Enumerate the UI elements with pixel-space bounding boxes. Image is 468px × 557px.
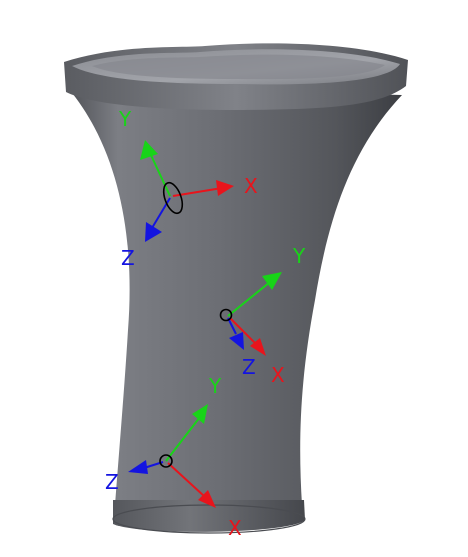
coordinate-frame-2[interactable]: X Y Z: [219, 244, 307, 387]
frame-2-z-axis: [227, 317, 237, 335]
frame-2-y-arrowhead: [262, 272, 282, 290]
coordinate-frame-3[interactable]: X Y Z: [105, 374, 242, 540]
frame-3-y-axis: [165, 416, 201, 462]
frame-2-z-arrowhead: [229, 332, 244, 350]
frame-3-x-arrowhead: [198, 490, 216, 508]
frame-1-y-axis: [149, 152, 171, 197]
coordinate-frame-1[interactable]: X Y Z: [118, 107, 258, 270]
frame-3-x-label: X: [228, 516, 242, 540]
frame-3-z-label: Z: [105, 470, 119, 494]
frame-2-origin: [219, 308, 233, 322]
frame-3-x-axis: [167, 462, 205, 497]
model-rim-cavity: [92, 54, 385, 80]
frame-1-z-label: Z: [121, 246, 135, 270]
frame-2-x-arrowhead: [250, 338, 266, 356]
frame-3-origin: [159, 454, 173, 468]
frame-1-z-arrowhead: [145, 222, 162, 242]
frame-2-z-label: Z: [242, 355, 256, 379]
model-base: [113, 500, 305, 532]
frame-3-y-arrowhead: [192, 404, 208, 424]
frame-1-x-axis: [172, 187, 223, 197]
frame-1-y-arrowhead: [140, 140, 158, 160]
model-part[interactable]: [64, 43, 408, 534]
frame-3-z-arrowhead: [128, 460, 148, 474]
frame-1-y-label: Y: [118, 107, 132, 131]
frame-2-y-axis: [227, 281, 271, 317]
frame-2-x-label: X: [271, 363, 285, 387]
frame-3-y-label: Y: [208, 374, 222, 398]
frame-2-x-axis: [229, 317, 257, 345]
frame-2-y-label: Y: [292, 244, 306, 268]
model-body: [68, 88, 402, 505]
frame-1-origin: [162, 181, 184, 215]
model-base-edge: [112, 504, 306, 534]
frame-1-x-arrowhead: [216, 180, 234, 196]
frame-1-x-label: X: [244, 174, 258, 198]
